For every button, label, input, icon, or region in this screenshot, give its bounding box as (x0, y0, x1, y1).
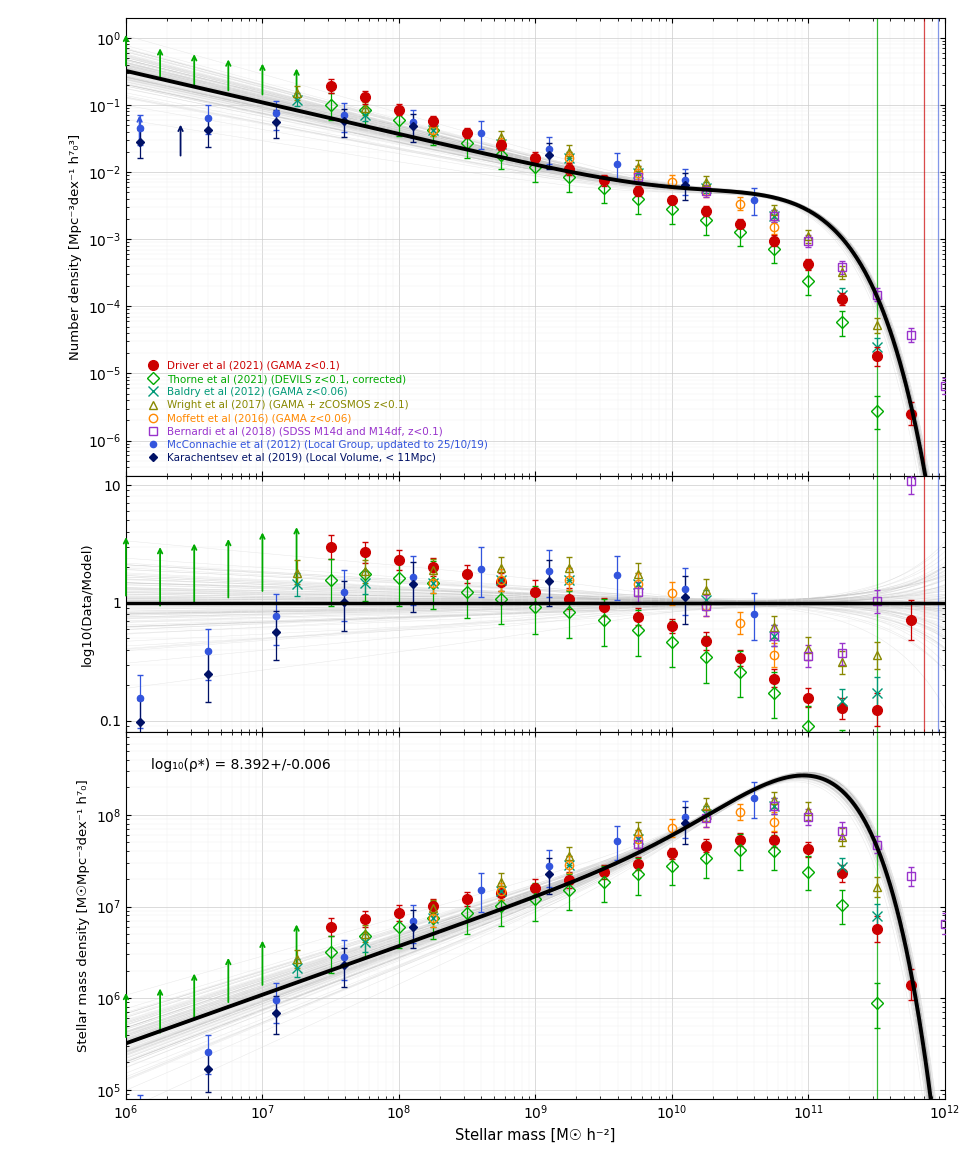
Legend: Driver et al (2021) (GAMA z<0.1), Thorne et al (2021) (DEVILS z<0.1, corrected),: Driver et al (2021) (GAMA z<0.1), Thorne… (140, 357, 491, 465)
Text: log₁₀(ρ*) = 8.392+/-0.006: log₁₀(ρ*) = 8.392+/-0.006 (150, 758, 330, 772)
Y-axis label: Stellar mass density [M☉Mpc⁻³dex⁻¹ h⁷₀]: Stellar mass density [M☉Mpc⁻³dex⁻¹ h⁷₀] (78, 779, 90, 1052)
Y-axis label: Number density [Mpc⁻³dex⁻¹ h⁷₀³]: Number density [Mpc⁻³dex⁻¹ h⁷₀³] (69, 134, 82, 360)
Y-axis label: log10(Data/Model): log10(Data/Model) (80, 542, 94, 666)
X-axis label: Stellar mass [M☉ h⁻²]: Stellar mass [M☉ h⁻²] (455, 1128, 615, 1142)
